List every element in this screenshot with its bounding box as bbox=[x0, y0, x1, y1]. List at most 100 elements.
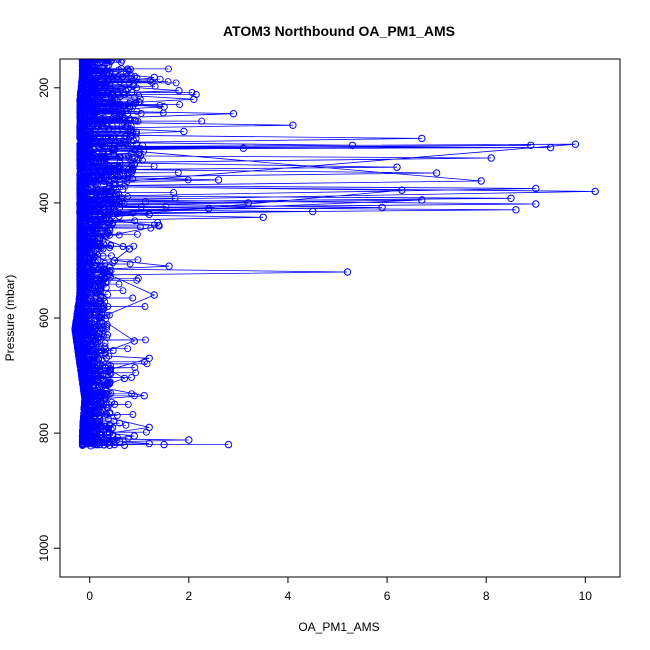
data-point bbox=[105, 69, 114, 78]
y-axis: 200 400 600 800 1000 bbox=[37, 77, 60, 562]
data-point bbox=[95, 173, 104, 181]
data-point bbox=[95, 209, 104, 217]
data-point bbox=[190, 95, 198, 104]
x-tick-label: 2 bbox=[186, 589, 193, 603]
data-point bbox=[94, 217, 102, 225]
data-point bbox=[92, 86, 100, 94]
data-point bbox=[165, 65, 172, 73]
data-point bbox=[398, 186, 406, 194]
data-point bbox=[105, 138, 114, 147]
data-point bbox=[91, 202, 99, 210]
data-point bbox=[106, 244, 114, 252]
data-point bbox=[122, 123, 130, 131]
data-point bbox=[132, 130, 140, 138]
data-point bbox=[124, 66, 132, 74]
data-point bbox=[132, 369, 140, 377]
x-tick-label: 6 bbox=[384, 589, 391, 603]
data-point bbox=[184, 176, 192, 184]
data-point bbox=[176, 101, 184, 109]
data-point bbox=[131, 217, 139, 225]
data-point bbox=[100, 174, 108, 182]
data-point bbox=[93, 181, 101, 189]
data-point bbox=[116, 154, 124, 162]
data-point bbox=[105, 271, 114, 279]
data-point bbox=[105, 179, 114, 187]
data-point bbox=[102, 279, 110, 287]
plot-frame bbox=[59, 58, 621, 578]
data-point bbox=[91, 262, 98, 270]
data-layer bbox=[71, 59, 599, 450]
data-point bbox=[89, 267, 97, 275]
data-point bbox=[105, 425, 112, 433]
data-point bbox=[104, 291, 112, 299]
data-point bbox=[115, 280, 123, 288]
data-point bbox=[133, 74, 141, 82]
data-point bbox=[115, 203, 124, 212]
data-point bbox=[101, 391, 108, 399]
data-point bbox=[132, 117, 140, 125]
data-point bbox=[102, 346, 110, 353]
data-point bbox=[591, 187, 599, 196]
data-point bbox=[110, 145, 119, 153]
data-point bbox=[87, 216, 95, 224]
data-point bbox=[259, 213, 267, 222]
data-point bbox=[105, 200, 114, 208]
data-point bbox=[91, 351, 99, 360]
data-point bbox=[137, 109, 145, 117]
data-point bbox=[109, 347, 117, 354]
data-point bbox=[88, 107, 96, 115]
data-point bbox=[95, 81, 104, 89]
data-point bbox=[309, 207, 317, 216]
data-point bbox=[418, 134, 426, 143]
data-point bbox=[180, 127, 188, 136]
data-point bbox=[109, 75, 117, 83]
data-point bbox=[109, 424, 117, 432]
data-point bbox=[106, 59, 114, 66]
data-point bbox=[145, 210, 153, 219]
data-point bbox=[101, 339, 109, 347]
data-point bbox=[104, 125, 112, 133]
data-point bbox=[106, 442, 114, 449]
data-point bbox=[96, 282, 104, 290]
data-point bbox=[79, 442, 86, 449]
data-point bbox=[156, 101, 164, 109]
data-point bbox=[378, 203, 386, 212]
data-point bbox=[155, 222, 163, 230]
data-point bbox=[99, 156, 107, 164]
data-point bbox=[100, 142, 109, 151]
data-point bbox=[134, 274, 142, 282]
data-point bbox=[160, 103, 168, 111]
data-point bbox=[125, 154, 133, 162]
data-point bbox=[115, 114, 124, 122]
y-tick-label: 1000 bbox=[37, 535, 51, 562]
data-point bbox=[98, 306, 106, 314]
data-point bbox=[110, 400, 119, 408]
data-point bbox=[110, 207, 119, 216]
data-point bbox=[527, 141, 535, 150]
data-point bbox=[164, 78, 172, 86]
data-point bbox=[115, 231, 123, 239]
data-point bbox=[91, 89, 99, 98]
data-point bbox=[507, 194, 515, 203]
data-point bbox=[343, 268, 352, 276]
data-point bbox=[229, 110, 238, 118]
data-point bbox=[106, 410, 114, 418]
data-point bbox=[87, 442, 95, 450]
data-point bbox=[100, 158, 109, 167]
data-point bbox=[100, 206, 109, 214]
data-point bbox=[239, 144, 248, 152]
data-point bbox=[110, 256, 119, 265]
data-point bbox=[172, 79, 180, 87]
data-point bbox=[95, 76, 103, 84]
data-point bbox=[133, 276, 141, 284]
data-point bbox=[105, 183, 114, 191]
data-point bbox=[418, 196, 426, 204]
data-point bbox=[477, 177, 485, 185]
x-tick-label: 8 bbox=[483, 589, 490, 603]
data-point bbox=[487, 154, 495, 162]
data-point bbox=[214, 176, 223, 184]
data-point bbox=[432, 169, 441, 177]
data-point bbox=[94, 123, 102, 131]
data-point bbox=[103, 160, 111, 168]
